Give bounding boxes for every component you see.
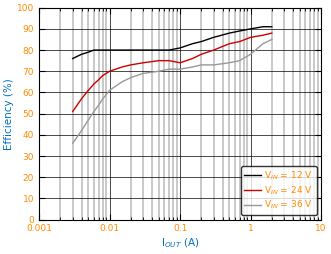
Y-axis label: Efficiency (%): Efficiency (%) xyxy=(4,78,14,150)
Legend: V$_{IN}$ = 12 V, V$_{IN}$ = 24 V, V$_{IN}$ = 36 V: V$_{IN}$ = 12 V, V$_{IN}$ = 24 V, V$_{IN… xyxy=(241,166,316,215)
X-axis label: I$_{OUT}$ (A): I$_{OUT}$ (A) xyxy=(161,236,199,250)
